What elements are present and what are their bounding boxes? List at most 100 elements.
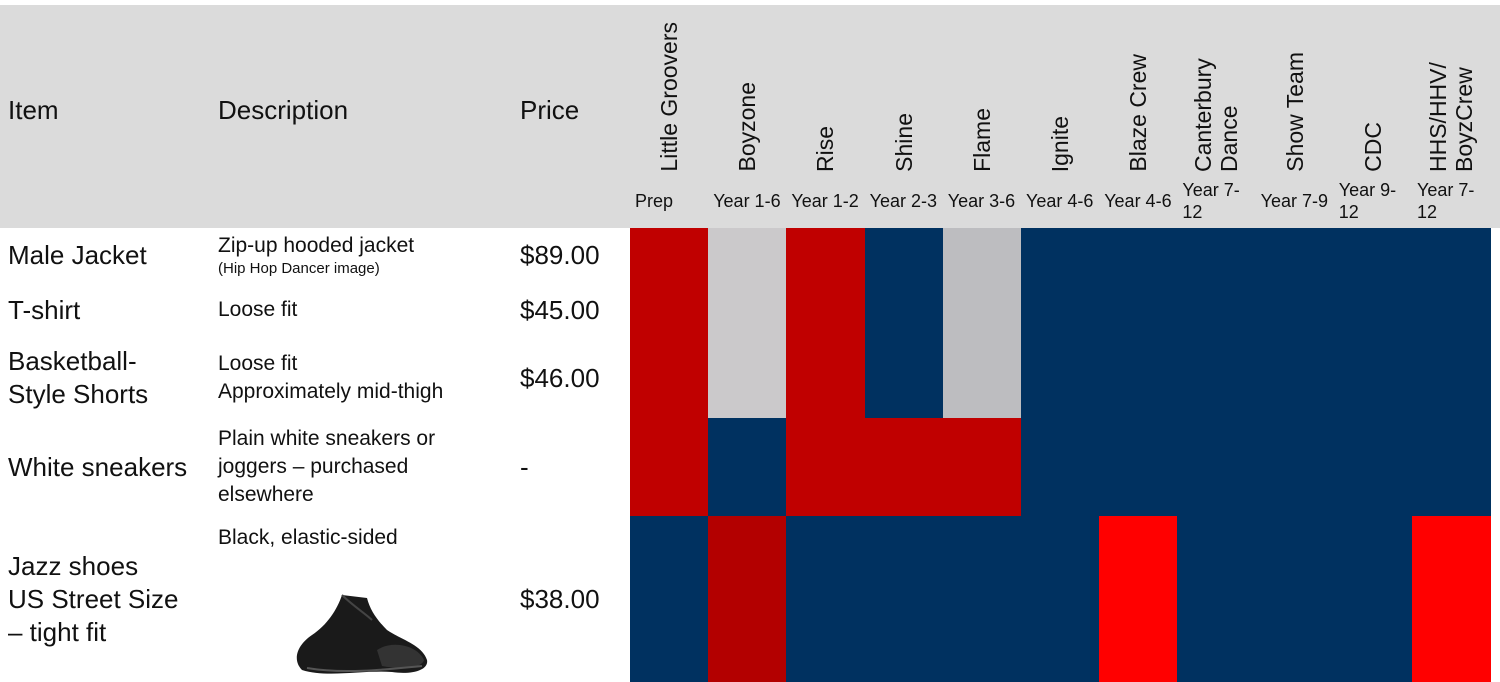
cell (1099, 418, 1178, 516)
cell (708, 338, 787, 418)
item-line: Basketball- (8, 345, 205, 378)
price-cell: $89.00 (510, 228, 630, 282)
item-header: Item (8, 95, 59, 126)
cell (1021, 418, 1100, 516)
cell (1256, 418, 1335, 516)
cell (1021, 338, 1100, 418)
group-years: Year 4-6 (1099, 173, 1177, 228)
cell (1256, 338, 1335, 418)
cell (1256, 516, 1335, 682)
description-line: elsewhere (218, 481, 508, 509)
cell (1334, 282, 1413, 338)
description-line: Approximately mid-thigh (218, 378, 508, 406)
cell (1177, 338, 1256, 418)
description-line: Loose fit (218, 296, 508, 324)
cell (865, 516, 944, 682)
group-years: Year 4-6 (1021, 173, 1099, 228)
cell (1177, 282, 1256, 338)
jazz-shoe-image (282, 590, 432, 680)
cell (1099, 228, 1178, 282)
cell (630, 516, 709, 682)
price: - (520, 452, 630, 483)
item-cell: White sneakers (0, 418, 205, 516)
group-name: Canterbury Dance (1190, 12, 1242, 172)
group-years-text: Year 9-12 (1339, 179, 1412, 223)
group-years-text: Year 7-12 (1417, 179, 1490, 223)
cell (1412, 338, 1491, 418)
item-line: Jazz shoes (8, 550, 205, 583)
cell (630, 228, 709, 282)
cell (786, 338, 865, 418)
group-years-text: Year 4-6 (1026, 190, 1093, 212)
cell (865, 418, 944, 516)
description-line: Loose fit (218, 350, 508, 378)
cell (708, 228, 787, 282)
group-years: Year 2-3 (865, 173, 943, 228)
cell (1334, 228, 1413, 282)
price: $46.00 (520, 363, 630, 394)
price-cell: $45.00 (510, 282, 630, 338)
group-name: Boyzone (734, 82, 760, 172)
price-cell: $46.00 (510, 338, 630, 418)
group-years-text: Prep (635, 190, 673, 212)
group-years: Year 3-6 (943, 173, 1021, 228)
group-name: HHS/HHV/ BoyzCrew (1425, 12, 1477, 172)
group-years: Year 7-12 (1177, 173, 1255, 228)
group-name-cell: CDC (1334, 4, 1412, 172)
cell (1099, 282, 1178, 338)
item-line: US Street Size (8, 583, 205, 616)
price: $38.00 (520, 584, 630, 615)
cell (1177, 228, 1256, 282)
price-header: Price (520, 95, 579, 126)
group-years-text: Year 1-6 (713, 190, 780, 212)
cell (865, 282, 944, 338)
description-line: Zip-up hooded jacket (218, 232, 508, 260)
page: Item Description Price Little Groovers Pr… (0, 0, 1500, 682)
group-name: Little Groovers (656, 22, 682, 172)
cell (1412, 516, 1491, 682)
item-line: White sneakers (8, 451, 205, 484)
cell (943, 418, 1022, 516)
cell (1021, 282, 1100, 338)
cell (786, 228, 865, 282)
cell (1334, 418, 1413, 516)
cell (1334, 338, 1413, 418)
group-name-cell: Little Groovers (630, 4, 708, 172)
group-years: Year 7-12 (1412, 173, 1490, 228)
group-years-text: Year 4-6 (1104, 190, 1171, 212)
cell (786, 516, 865, 682)
group-name-cell: Show Team (1256, 4, 1334, 172)
item-cell: Basketball-Style Shorts (0, 338, 205, 418)
description-line: Plain white sneakers or (218, 425, 508, 453)
cell (1412, 228, 1491, 282)
cell (943, 282, 1022, 338)
cell (1412, 282, 1491, 338)
price: $45.00 (520, 295, 630, 326)
description-note: (Hip Hop Dancer image) (218, 260, 508, 278)
group-name-cell: Ignite (1021, 4, 1099, 172)
group-name: Show Team (1282, 52, 1308, 172)
cell (708, 516, 787, 682)
cell (630, 282, 709, 338)
group-years: Year 1-6 (708, 173, 786, 228)
price: $89.00 (520, 240, 630, 271)
cell (1021, 228, 1100, 282)
group-years: Year 7-9 (1256, 173, 1334, 228)
group-name-cell: Rise (786, 4, 864, 172)
cell (865, 228, 944, 282)
cell (1099, 338, 1178, 418)
group-years: Prep (630, 173, 708, 228)
cell (1256, 228, 1335, 282)
cell (708, 282, 787, 338)
item-cell: T-shirt (0, 282, 205, 338)
description-line: Black, elastic-sided (218, 524, 508, 552)
group-name: Shine (891, 113, 917, 172)
description-cell: Black, elastic-sided (218, 524, 508, 564)
cell (1021, 516, 1100, 682)
price-cell: $38.00 (510, 516, 630, 682)
cell (786, 282, 865, 338)
description-header: Description (218, 95, 348, 126)
description-cell: Loose fit (218, 282, 508, 338)
group-name-cell: HHS/HHV/ BoyzCrew (1412, 4, 1490, 172)
